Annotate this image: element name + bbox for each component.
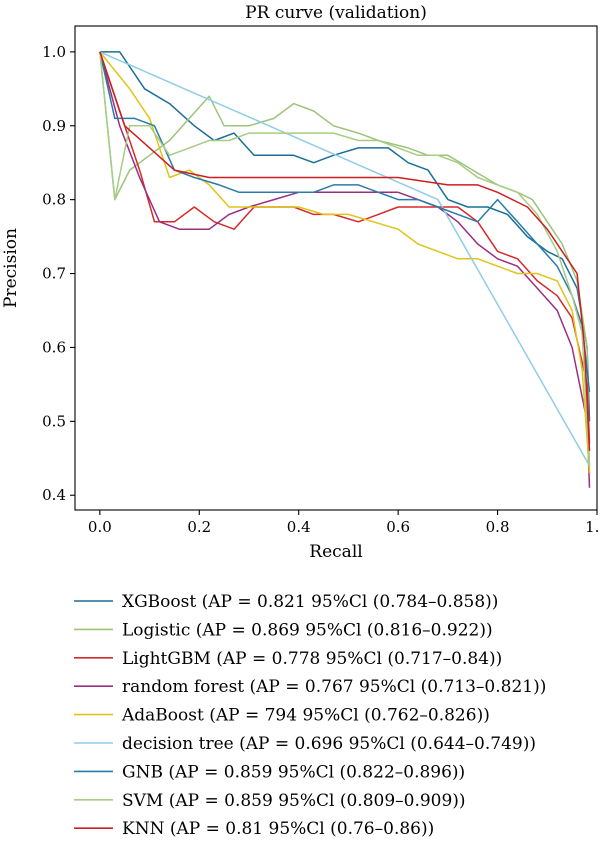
y-tick-label: 0.7 <box>42 265 66 283</box>
x-tick-label: 0.0 <box>88 518 112 536</box>
legend-label: AdaBoost (AP = 794 95%Cl (0.762–0.826)) <box>121 706 490 726</box>
series-line-5 <box>99 51 591 467</box>
plot-frame <box>74 25 598 511</box>
legend-label: XGBoost (AP = 0.821 95%Cl (0.784–0.858)) <box>122 592 498 612</box>
y-tick-label: 0.6 <box>42 338 66 356</box>
series-line-3 <box>99 51 591 488</box>
x-tick-label: 0.8 <box>486 518 510 536</box>
legend-label: LightGBM (AP = 0.778 95%Cl (0.717–0.84)) <box>122 649 502 669</box>
y-tick-label: 0.5 <box>42 412 66 430</box>
x-tick-label: 1.0 <box>585 518 600 536</box>
x-tick-label: 0.6 <box>386 518 410 536</box>
legend-label: decision tree (AP = 0.696 95%Cl (0.644–0… <box>122 734 536 754</box>
series-line-2 <box>99 51 591 444</box>
y-tick-label: 0.4 <box>42 486 66 504</box>
y-tick-label: 0.8 <box>42 191 66 209</box>
series-line-0 <box>99 51 591 422</box>
legend-label: KNN (AP = 0.81 95%Cl (0.76–0.86)) <box>122 819 434 839</box>
series-line-7 <box>99 51 591 466</box>
legend: XGBoost (AP = 0.821 95%Cl (0.784–0.858))… <box>74 592 546 839</box>
y-axis-ticks: 0.4 0.5 0.6 0.7 0.8 0.9 1.0 <box>42 43 75 504</box>
x-tick-label: 0.4 <box>287 518 311 536</box>
chart-title: PR curve (validation) <box>245 3 427 23</box>
x-axis-ticks: 0.0 0.2 0.4 0.6 0.8 1.0 <box>88 510 600 536</box>
y-tick-label: 0.9 <box>42 117 66 135</box>
series-line-4 <box>99 51 591 474</box>
series-line-1 <box>99 51 591 474</box>
x-axis-title: Recall <box>309 542 362 562</box>
legend-label: SVM (AP = 0.859 95%Cl (0.809–0.909)) <box>122 791 466 811</box>
series-line-8 <box>99 51 591 451</box>
x-tick-label: 0.2 <box>187 518 211 536</box>
legend-label: Logistic (AP = 0.869 95%Cl (0.816–0.922)… <box>122 620 493 640</box>
legend-label: random forest (AP = 0.767 95%Cl (0.713–0… <box>122 677 546 697</box>
y-tick-label: 1.0 <box>42 43 66 61</box>
legend-label: GNB (AP = 0.859 95%Cl (0.822–0.896)) <box>122 762 465 782</box>
y-axis-title: Precision <box>1 228 21 308</box>
series-lines <box>99 51 591 488</box>
